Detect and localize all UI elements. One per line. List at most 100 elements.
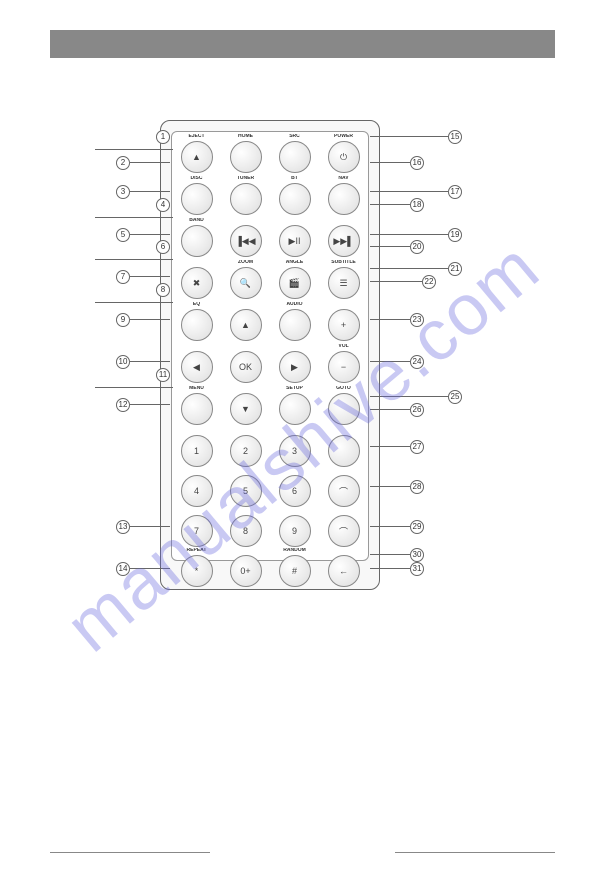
button-label: TUNER xyxy=(227,176,265,182)
remote-button: 3 xyxy=(276,428,314,467)
button-row: EJECT▲HOMESRCPOWER⏻ xyxy=(172,134,368,173)
button-label xyxy=(325,548,363,554)
callout-line xyxy=(130,526,170,527)
button-circle xyxy=(279,309,311,341)
callout-line xyxy=(370,446,410,447)
remote-button: + xyxy=(325,302,363,341)
remote-button: ▐◀◀ xyxy=(227,218,265,257)
button-row: ◀OK▶VOL− xyxy=(172,344,368,383)
button-circle xyxy=(328,435,360,467)
callout-line xyxy=(370,234,448,235)
remote-button: NAV xyxy=(325,176,363,215)
remote-button xyxy=(325,428,363,467)
remote-diagram: EJECT▲HOMESRCPOWER⏻DISCTUNERBTNAVBAND▐◀◀… xyxy=(160,120,380,690)
remote-button: SRC xyxy=(276,134,314,173)
remote-button: ANGLE🎬 xyxy=(276,260,314,299)
button-label: RANDOM xyxy=(276,548,314,554)
remote-button: VOL− xyxy=(325,344,363,383)
remote-button: RANDOM# xyxy=(276,548,314,587)
button-circle: 4 xyxy=(181,475,213,507)
callout-line xyxy=(130,276,170,277)
button-label xyxy=(276,508,314,514)
remote-button: 1 xyxy=(178,428,216,467)
button-circle: ▲ xyxy=(230,309,262,341)
button-label: REPEAT xyxy=(178,548,216,554)
button-label xyxy=(227,386,265,392)
button-circle: ✖ xyxy=(181,267,213,299)
button-label: ANGLE xyxy=(276,260,314,266)
callout-line xyxy=(370,396,448,397)
callout-number: 4 xyxy=(156,198,170,212)
callout-right: 25 xyxy=(370,390,462,404)
button-row: DISCTUNERBTNAV xyxy=(172,176,368,215)
callout-right: 20 xyxy=(370,240,424,254)
callout-number: 7 xyxy=(116,270,130,284)
button-label: NAV xyxy=(325,176,363,182)
callout-left: 9 xyxy=(95,313,170,327)
remote-button: 5 xyxy=(227,468,265,507)
button-label xyxy=(325,302,363,308)
callout-line xyxy=(370,281,422,282)
callout-number: 21 xyxy=(448,262,462,276)
button-label: POWER xyxy=(325,134,363,140)
callout-left: 6 xyxy=(95,240,170,264)
button-circle xyxy=(328,393,360,425)
button-label xyxy=(276,468,314,474)
callout-number: 11 xyxy=(156,368,170,382)
remote-button: ▶▶▌ xyxy=(325,218,363,257)
callout-right: 15 xyxy=(370,130,462,144)
callout-left: 2 xyxy=(95,156,170,170)
callout-number: 22 xyxy=(422,275,436,289)
button-circle xyxy=(279,183,311,215)
callout-number: 31 xyxy=(410,562,424,576)
button-circle: 7 xyxy=(181,515,213,547)
button-label: ZOOM xyxy=(227,260,265,266)
button-label xyxy=(325,218,363,224)
button-circle: ▶▶▌ xyxy=(328,225,360,257)
button-circle xyxy=(279,393,311,425)
button-label: SETUP xyxy=(276,386,314,392)
button-label: VOL xyxy=(325,344,363,350)
button-label xyxy=(276,218,314,224)
button-row: EQ▲AUDIO+ xyxy=(172,302,368,341)
button-row: 456⌒ xyxy=(172,468,368,507)
callout-number: 9 xyxy=(116,313,130,327)
callout-right: 17 xyxy=(370,185,462,199)
button-label xyxy=(325,508,363,514)
callout-number: 24 xyxy=(410,355,424,369)
callout-right: 30 xyxy=(370,548,424,562)
callout-number: 10 xyxy=(116,355,130,369)
button-label xyxy=(178,344,216,350)
remote-button: 6 xyxy=(276,468,314,507)
callout-left: 12 xyxy=(95,398,170,412)
callout-number: 25 xyxy=(448,390,462,404)
remote-button: GOTO xyxy=(325,386,363,425)
button-label xyxy=(227,344,265,350)
button-label: HOME xyxy=(227,134,265,140)
callout-number: 17 xyxy=(448,185,462,199)
remote-button: 7 xyxy=(178,508,216,547)
button-circle: 1 xyxy=(181,435,213,467)
remote-button: TUNER xyxy=(227,176,265,215)
callout-line xyxy=(370,268,448,269)
button-circle: 6 xyxy=(279,475,311,507)
button-label: EQ xyxy=(178,302,216,308)
remote-button: HOME xyxy=(227,134,265,173)
button-circle: * xyxy=(181,555,213,587)
button-label: GOTO xyxy=(325,386,363,392)
callout-left: 10 xyxy=(95,355,170,369)
button-circle: OK xyxy=(230,351,262,383)
button-circle xyxy=(181,183,213,215)
callout-line xyxy=(370,204,410,205)
callout-number: 30 xyxy=(410,548,424,562)
button-circle: ▼ xyxy=(230,393,262,425)
callout-line xyxy=(95,217,173,218)
callout-line xyxy=(130,234,170,235)
callout-line xyxy=(370,162,410,163)
callout-number: 18 xyxy=(410,198,424,212)
remote-button: POWER⏻ xyxy=(325,134,363,173)
remote-button: ◀ xyxy=(178,344,216,383)
remote-button: ⌒ xyxy=(325,508,363,547)
button-label xyxy=(227,428,265,434)
callout-line xyxy=(370,409,410,410)
